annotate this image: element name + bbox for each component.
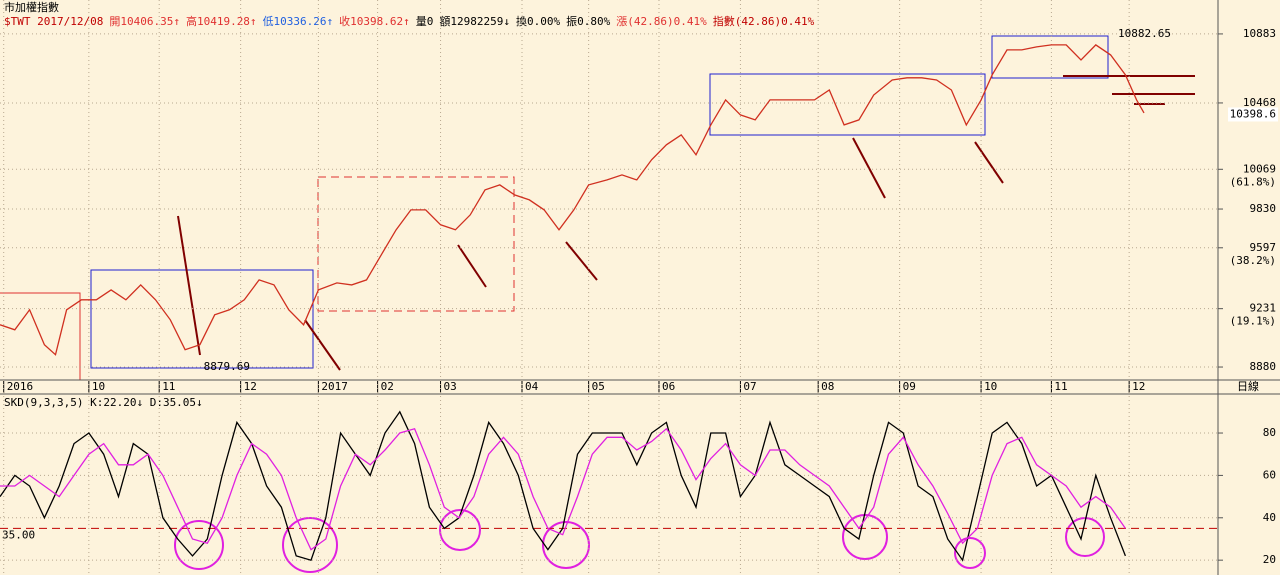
series-line xyxy=(0,410,1127,562)
info-item: 漲(42.86)0.41% xyxy=(616,15,707,28)
x-tick-label: 11 xyxy=(1054,380,1067,393)
x-tick-label: 06 xyxy=(662,380,675,393)
info-item: $TWT 2017/12/08 xyxy=(4,15,103,28)
info-item: 開10406.35↑ xyxy=(109,15,180,28)
y-tick-label: 10883 xyxy=(1243,27,1276,40)
info-item: 高10419.28↑ xyxy=(186,14,257,28)
info-item: 低10336.26↑ xyxy=(263,15,334,28)
series-line xyxy=(0,427,1126,551)
y-tick-label: 20 xyxy=(1263,553,1276,566)
price-tag xyxy=(1228,107,1278,122)
indicator-title: SKD(9,3,3,5) K:22.20↓ D:35.05↓ xyxy=(4,396,203,409)
x-tick-label: 03 xyxy=(444,380,457,393)
x-tick-label: 07 xyxy=(743,380,756,393)
box xyxy=(0,292,81,380)
x-tick-label: 04 xyxy=(525,380,539,393)
level-label: (61.8%) xyxy=(1230,175,1276,188)
box xyxy=(90,269,314,369)
x-tick-label: 12 xyxy=(244,380,257,393)
y-tick-label: 10468 xyxy=(1243,96,1276,109)
x-tick-label: 05 xyxy=(592,380,605,393)
y-tick-label: 9597 xyxy=(1250,241,1277,254)
x-tick-label: 12 xyxy=(1132,380,1145,393)
info-item: 換0.00% xyxy=(516,15,560,28)
window-title: 市加權指數 xyxy=(4,0,59,14)
trend-line xyxy=(457,244,487,288)
x-tick-label: 08 xyxy=(821,380,834,393)
price-label: 10398.6 xyxy=(1230,107,1276,120)
trend-line xyxy=(177,215,201,356)
period-label: 日線 xyxy=(1237,379,1259,393)
header-info: $TWT 2017/12/08 開10406.35↑ 高10419.28↑ 低1033… xyxy=(4,14,815,28)
circle xyxy=(282,517,338,573)
y-tick-label: 80 xyxy=(1263,426,1276,439)
info-item: 指數(42.86)0.41% xyxy=(713,14,815,28)
point-label: 8879.69 xyxy=(204,360,250,373)
x-tick-label: 2016 xyxy=(7,380,33,393)
trend-line xyxy=(304,319,341,371)
reference-label: 35.00 xyxy=(2,528,35,541)
info-item: 額12982259↓ xyxy=(439,15,510,28)
level-label: (38.2%) xyxy=(1230,254,1276,267)
point-label: 10882.65 xyxy=(1118,27,1171,40)
circle xyxy=(954,537,986,569)
x-tick-label: 02 xyxy=(381,380,394,393)
trend-line xyxy=(852,137,886,199)
y-tick-label: 9231 xyxy=(1250,302,1277,315)
trend-line xyxy=(565,241,598,281)
box xyxy=(991,35,1109,79)
circle xyxy=(174,520,224,570)
box xyxy=(709,73,986,136)
series-line xyxy=(0,44,1145,356)
circle xyxy=(439,509,481,551)
trend-line xyxy=(974,141,1004,184)
info-item: 收10398.62↑ xyxy=(339,14,410,28)
y-tick-label: 10069 xyxy=(1243,162,1276,175)
x-tick-label: 10 xyxy=(92,380,105,393)
x-tick-label: 09 xyxy=(903,380,916,393)
x-tick-label: 2017 xyxy=(321,380,348,393)
info-item: 量0 xyxy=(416,15,434,28)
x-tick-label: 10 xyxy=(984,380,997,393)
y-tick-label: 60 xyxy=(1263,468,1276,481)
y-tick-label: 9830 xyxy=(1250,202,1277,215)
x-tick-label: 11 xyxy=(162,380,175,393)
level-label: (19.1%) xyxy=(1230,315,1276,328)
y-tick-label: 40 xyxy=(1263,511,1276,524)
y-tick-label: 8880 xyxy=(1250,360,1277,373)
